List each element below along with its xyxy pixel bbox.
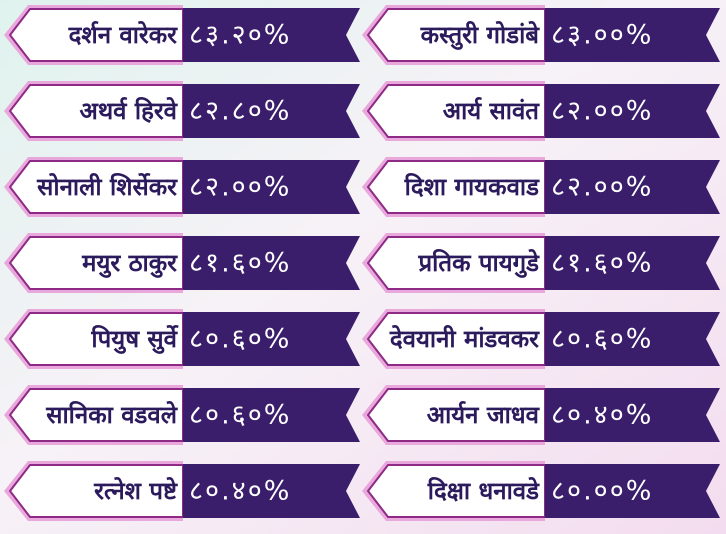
student-name: दिक्षा धनावडे	[427, 477, 540, 505]
score-banner	[545, 160, 720, 214]
student-name: रत्नेश पष्टे	[93, 477, 178, 505]
student-score: ८३.२०%	[189, 20, 291, 51]
student-score: ८२.००%	[551, 172, 653, 203]
student-score: ८१.६०%	[551, 248, 653, 279]
student-name: दर्शन वारेकर	[68, 21, 179, 49]
score-banner	[183, 388, 360, 442]
score-banner	[545, 236, 720, 290]
score-banner	[545, 312, 720, 366]
student-score: ८३.००%	[551, 20, 653, 51]
score-banner	[545, 8, 720, 62]
score-banner	[545, 464, 720, 518]
score-banner	[545, 84, 720, 138]
student-name: दिशा गायकवाड	[404, 173, 540, 201]
score-banner	[183, 312, 360, 366]
student-score: ८०.६०%	[189, 400, 291, 431]
score-banner	[183, 236, 360, 290]
student-score: ८१.६०%	[189, 248, 291, 279]
student-name: सोनाली शिर्सेकर	[36, 173, 178, 201]
score-banner	[183, 160, 360, 214]
student-score: ८०.४०%	[189, 476, 291, 507]
student-name: देवयानी मांडवकर	[389, 325, 540, 353]
score-banner	[183, 84, 360, 138]
student-score: ८०.४०%	[551, 400, 653, 431]
student-name: पियुष सुर्वे	[90, 325, 179, 354]
student-score: ८२.८०%	[189, 96, 291, 127]
student-score: ८२.००%	[189, 172, 291, 203]
student-score: ८०.००%	[551, 476, 653, 507]
student-name: कस्तुरी गोडांबे	[420, 21, 541, 50]
score-banner	[183, 464, 360, 518]
student-score: ८०.६०%	[551, 324, 653, 355]
student-score: ८२.००%	[551, 96, 653, 127]
student-name: आर्य सावंत	[443, 97, 541, 125]
score-banner	[183, 8, 360, 62]
student-name: मयुर ठाकुर	[81, 249, 178, 278]
score-banner	[545, 388, 720, 442]
student-name: अथर्व हिरवे	[80, 97, 179, 125]
student-name: सानिका वडवले	[45, 401, 179, 429]
student-name: आर्यन जाधव	[427, 401, 541, 429]
student-score: ८०.६०%	[189, 324, 291, 355]
student-name: प्रतिक पायगुडे	[418, 249, 541, 278]
